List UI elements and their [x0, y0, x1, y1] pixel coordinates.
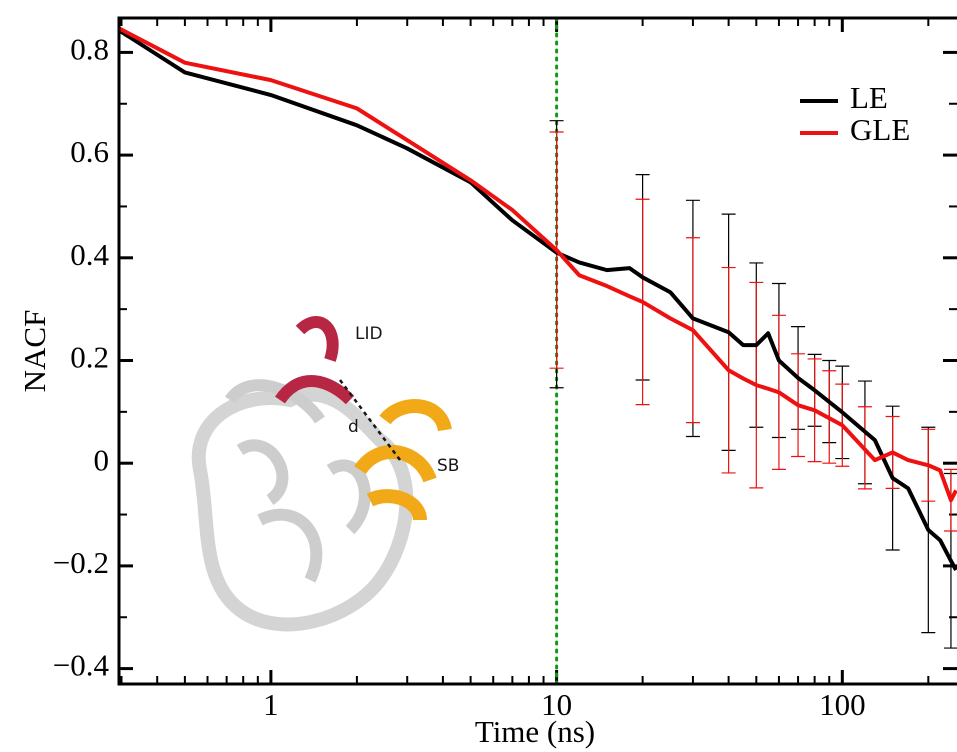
x-axis-label: Time (ns): [475, 714, 595, 749]
legend-label: GLE: [850, 112, 910, 147]
data-line: [119, 28, 957, 571]
annotation: LID: [355, 324, 383, 344]
y-tick-label: 0.4: [70, 237, 109, 272]
x-tick-label: 100: [819, 687, 866, 722]
legend-label: LE: [850, 80, 888, 115]
y-tick-label: 0.2: [70, 340, 109, 375]
annotation: d: [348, 417, 359, 437]
annotation: SB: [437, 456, 459, 476]
protein-helices: [225, 379, 371, 583]
protein-inset: LID d SB: [191, 316, 459, 632]
y-tick-label: 0: [94, 442, 110, 477]
y-tick-label: −0.2: [53, 545, 109, 580]
data-line: [119, 26, 957, 503]
x-tick-label: 10: [541, 687, 572, 722]
y-tick-label: 0.6: [70, 134, 109, 169]
x-tick-label: 1: [263, 687, 279, 722]
distance-line: [339, 379, 401, 461]
protein-backbone: [191, 387, 414, 632]
plot-frame: [117, 16, 957, 686]
lid-helix: [275, 316, 355, 405]
y-tick-label: 0.8: [70, 32, 109, 67]
y-tick-label: −0.4: [53, 648, 110, 683]
plot-area: [119, 18, 957, 684]
y-axis-label: NACF: [17, 310, 52, 393]
sb-helix: [354, 399, 452, 522]
